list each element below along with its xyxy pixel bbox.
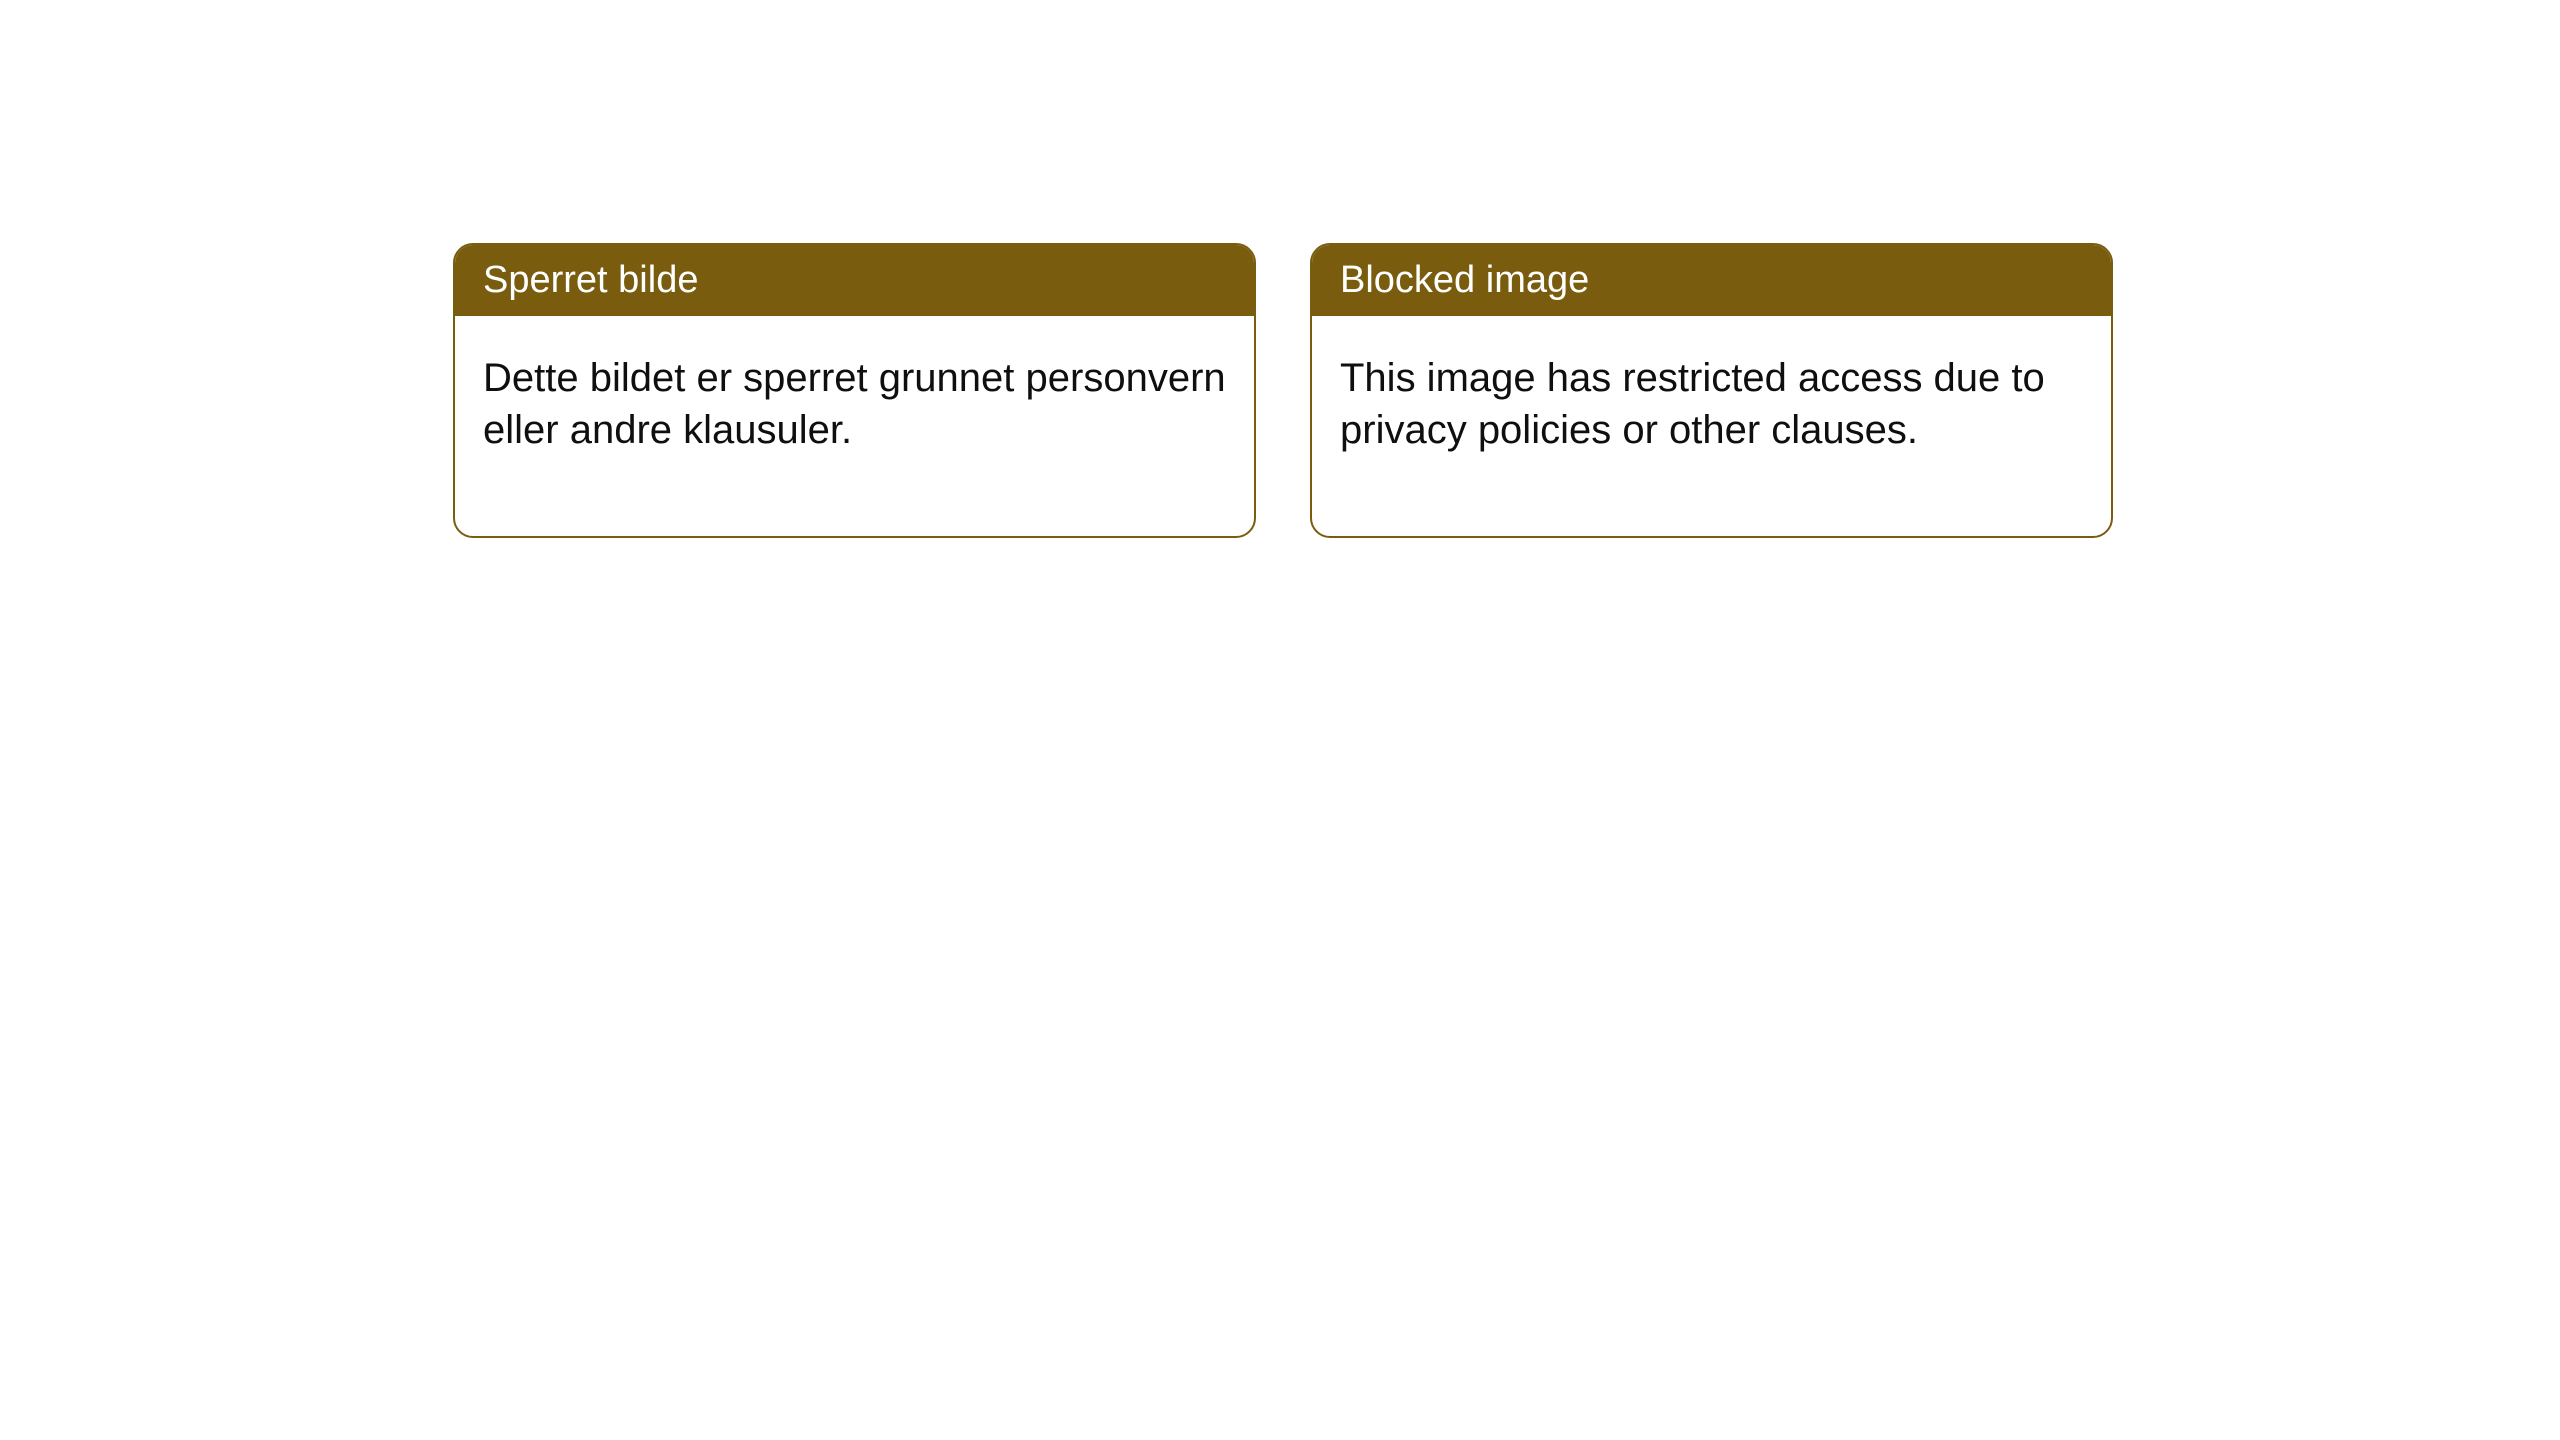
notice-panel-norwegian: Sperret bilde Dette bildet er sperret gr… bbox=[453, 243, 1256, 538]
panel-title: Blocked image bbox=[1340, 259, 1589, 301]
notice-panel-english: Blocked image This image has restricted … bbox=[1310, 243, 2113, 538]
panel-header: Blocked image bbox=[1312, 245, 2111, 316]
panel-body-text: This image has restricted access due to … bbox=[1340, 356, 2045, 452]
panel-body: This image has restricted access due to … bbox=[1312, 316, 2111, 536]
notice-container: Sperret bilde Dette bildet er sperret gr… bbox=[453, 243, 2113, 538]
panel-title: Sperret bilde bbox=[483, 259, 698, 301]
panel-body: Dette bildet er sperret grunnet personve… bbox=[455, 316, 1254, 536]
panel-header: Sperret bilde bbox=[455, 245, 1254, 316]
panel-body-text: Dette bildet er sperret grunnet personve… bbox=[483, 356, 1226, 452]
